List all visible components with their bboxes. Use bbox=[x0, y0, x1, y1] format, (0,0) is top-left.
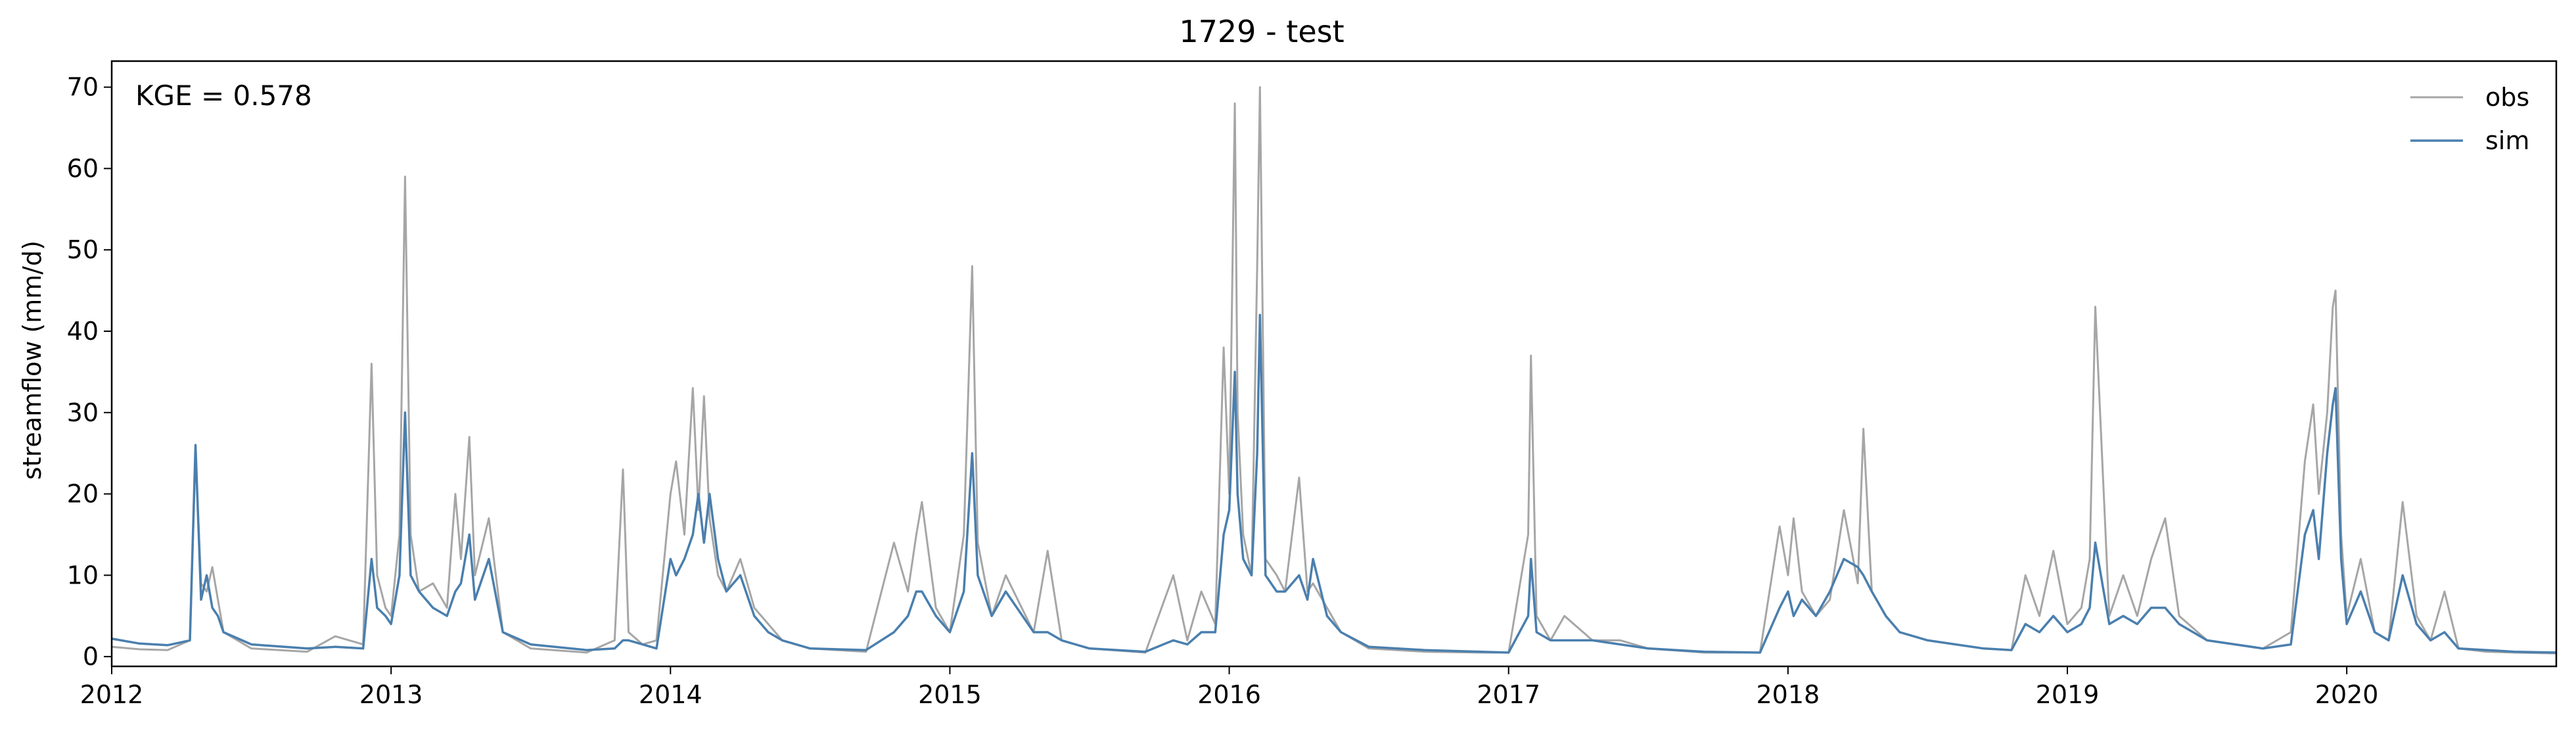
y-tick-label: 20 bbox=[67, 480, 99, 509]
x-axis-ticks: 2012 2013 2014 2015 2016 2017 2018 2019 2020 bbox=[80, 666, 2379, 709]
series-layer bbox=[111, 86, 2557, 655]
x-tick-label: 2017 bbox=[1477, 680, 1540, 709]
series-line-obs bbox=[111, 86, 2557, 655]
chart-title: 1729 - test bbox=[1179, 14, 1344, 49]
x-tick-label: 2015 bbox=[918, 680, 982, 709]
x-tick-label: 2016 bbox=[1197, 680, 1261, 709]
y-tick-label: 10 bbox=[67, 561, 99, 589]
y-tick-label: 50 bbox=[67, 235, 99, 264]
legend-label-obs: obs bbox=[2485, 83, 2529, 112]
x-tick-label: 2014 bbox=[639, 680, 702, 709]
y-tick-label: 30 bbox=[67, 398, 99, 427]
x-tick-label: 2019 bbox=[2036, 680, 2100, 709]
kge-annotation: KGE = 0.578 bbox=[135, 80, 312, 112]
y-tick-label: 40 bbox=[67, 317, 99, 346]
plot-frame bbox=[110, 60, 2558, 668]
series-line-sim bbox=[111, 313, 2557, 654]
y-tick-label: 60 bbox=[67, 154, 99, 183]
x-tick-label: 2012 bbox=[80, 680, 144, 709]
y-axis-label: streamflow (mm/d) bbox=[18, 241, 47, 480]
x-tick-label: 2018 bbox=[1756, 680, 1820, 709]
x-tick-label: 2020 bbox=[2315, 680, 2379, 709]
legend-label-sim: sim bbox=[2485, 126, 2529, 155]
y-tick-label: 70 bbox=[67, 73, 99, 102]
y-axis-ticks: 0 10 20 30 40 50 60 70 bbox=[67, 73, 112, 671]
x-tick-label: 2013 bbox=[359, 680, 423, 709]
y-tick-label: 0 bbox=[83, 642, 99, 671]
legend: obs sim bbox=[2410, 83, 2529, 155]
